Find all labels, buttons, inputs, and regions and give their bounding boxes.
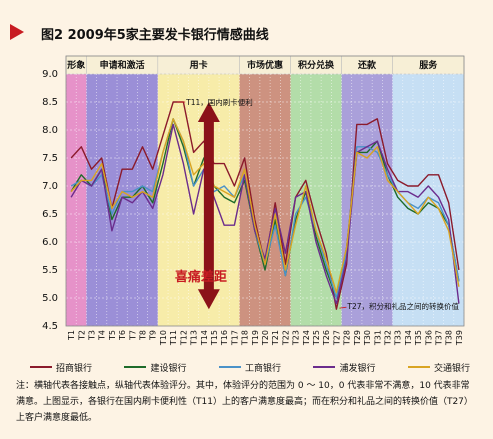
low-annotation-label: T27，积分和礼品之间的转换价值 <box>346 301 459 311</box>
x-tick-label: T30 <box>363 330 372 346</box>
series-line <box>70 118 460 299</box>
legend-item: 交通银行 <box>407 361 470 374</box>
x-tick-label: T29 <box>353 330 362 346</box>
category-label: 积分兑换 <box>298 59 335 71</box>
plot-frame <box>65 55 465 327</box>
x-tick-label: T34 <box>404 330 413 346</box>
x-tick-label: T19 <box>251 330 260 346</box>
x-tick-label: T25 <box>312 330 321 346</box>
y-tick-label: 6.0 <box>42 237 58 248</box>
x-tick-label: T7 <box>128 330 137 341</box>
x-tick-label: T12 <box>179 330 188 346</box>
category-label: 服务 <box>419 59 438 71</box>
legend-swatch <box>407 366 430 368</box>
x-tick-label: T8 <box>139 330 148 341</box>
x-tick-label: T3 <box>88 330 97 341</box>
x-tick-label: T28 <box>343 330 352 346</box>
x-tick-label: T11 <box>169 330 178 346</box>
category-band <box>392 74 464 326</box>
x-tick-label: T24 <box>302 330 311 346</box>
x-tick-label: T5 <box>108 330 117 341</box>
y-tick-label: 7.0 <box>42 181 58 192</box>
y-tick-label: 5.0 <box>42 293 58 304</box>
category-label: 还款 <box>357 59 377 71</box>
legend-item: 招商银行 <box>30 361 92 374</box>
x-tick-label: T38 <box>445 330 454 346</box>
chart-legend: 招商银行 建设银行 工商银行 浦发银行 交通银行 <box>30 360 470 374</box>
x-tick-label: T21 <box>271 330 280 346</box>
x-tick-label: T20 <box>261 330 270 346</box>
gap-arrow-down-icon <box>197 289 220 310</box>
series-line <box>70 118 460 294</box>
category-band <box>86 74 158 326</box>
x-tick-label: T37 <box>434 330 443 346</box>
category-label: 申请和激活 <box>100 59 145 71</box>
x-tick-label: T1 <box>67 330 76 341</box>
gap-arrow-up-icon <box>197 102 220 122</box>
legend-swatch <box>30 366 52 368</box>
legend-label: 招商银行 <box>56 363 93 374</box>
x-tick-label: T33 <box>394 330 403 346</box>
x-tick-label: T22 <box>281 330 290 346</box>
x-tick-label: T13 <box>190 330 199 346</box>
y-tick-label: 9.0 <box>42 69 58 80</box>
legend-swatch <box>124 366 147 368</box>
category-band <box>341 74 393 326</box>
x-tick-label: T10 <box>159 330 168 346</box>
high-annotation-label: T11，国内刷卡便利 <box>185 97 253 107</box>
y-tick-label: 8.5 <box>42 97 58 108</box>
y-tick-label: 7.5 <box>42 153 58 164</box>
legend-label: 交通银行 <box>433 363 470 374</box>
legend-item: 工商银行 <box>218 361 281 374</box>
x-tick-label: T35 <box>414 330 423 346</box>
x-tick-label: T14 <box>200 330 209 346</box>
category-band <box>290 74 342 326</box>
x-tick-label: T16 <box>220 330 229 346</box>
x-tick-label: T18 <box>241 330 250 346</box>
category-label: 市场优惠 <box>247 59 283 71</box>
low-annotation-leader <box>339 306 347 309</box>
gap-arrow-shaft <box>203 121 214 291</box>
x-tick-label: T9 <box>149 330 158 341</box>
legend-swatch <box>313 366 336 368</box>
chart-title: 图2 2009年5家主要发卡银行情感曲线 <box>41 28 269 43</box>
x-tick-label: T17 <box>230 330 239 346</box>
legend-label: 建设银行 <box>150 363 187 374</box>
chart-note: 注：横轴代表各接触点，纵轴代表体验评分。其中，体验评分的范围为 0 ～ 10，0… <box>16 381 473 423</box>
x-tick-label: T2 <box>77 330 86 341</box>
y-tick-label: 6.5 <box>42 209 58 220</box>
y-tick-label: 5.5 <box>42 265 58 276</box>
x-tick-label: T32 <box>383 330 392 346</box>
category-label: 用卡 <box>189 59 208 71</box>
x-tick-label: T31 <box>373 330 382 346</box>
category-band <box>239 74 291 326</box>
y-tick-label: 8.0 <box>42 125 58 136</box>
gap-label: 喜痛差距 <box>175 269 227 285</box>
x-tick-label: T6 <box>118 330 127 341</box>
x-tick-label: T27 <box>332 330 341 346</box>
legend-swatch <box>218 366 241 368</box>
x-tick-label: T23 <box>292 330 301 346</box>
y-tick-label: 4.5 <box>42 321 58 332</box>
title-marker-icon <box>10 24 24 40</box>
x-tick-label: T26 <box>322 330 331 346</box>
legend-item: 浦发银行 <box>313 361 375 374</box>
category-label: 形象 <box>67 59 85 71</box>
x-tick-label: T4 <box>98 330 107 341</box>
legend-label: 工商银行 <box>244 363 281 374</box>
legend-item: 建设银行 <box>124 361 187 374</box>
series-line <box>70 123 460 305</box>
legend-label: 浦发银行 <box>339 363 376 374</box>
x-tick-label: T39 <box>455 330 464 346</box>
x-tick-label: T36 <box>424 330 433 346</box>
x-tick-label: T15 <box>210 330 219 346</box>
